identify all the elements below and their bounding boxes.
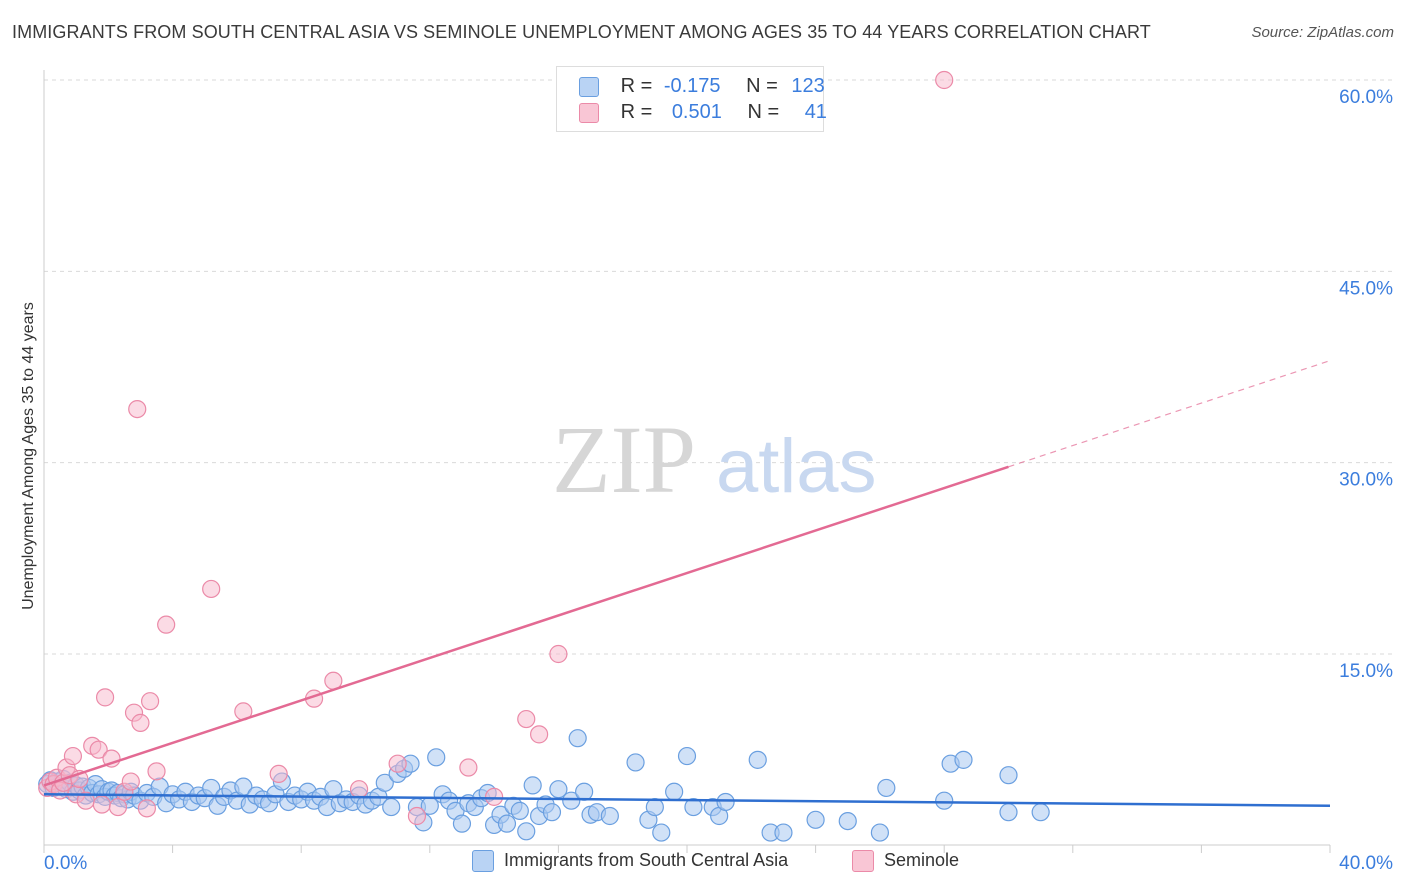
legend-swatch-blue [579, 76, 599, 97]
data-point-seminole [131, 713, 150, 732]
watermark-atlas: atlas [716, 424, 877, 509]
legend-row-seminole: R = 0.501 N = 41 [579, 101, 827, 127]
data-point-seminole [121, 772, 140, 791]
data-point-immigrants [935, 791, 954, 810]
tick-labels: 15.0% 30.0% 45.0% 60.0% 0.0% 40.0% [44, 87, 1393, 874]
legend-n-value: 123 [791, 75, 825, 97]
data-point-immigrants [427, 748, 446, 767]
data-point-seminole [349, 780, 369, 799]
trend-line-seminole [43, 465, 1009, 787]
data-point-seminole [92, 795, 111, 814]
data-point-seminole [140, 692, 160, 711]
series-immigrants-points [38, 729, 1050, 842]
legend-r-value: 0.501 [671, 101, 722, 123]
data-point-immigrants [652, 823, 671, 842]
data-point-immigrants [684, 797, 703, 817]
data-point-immigrants [600, 806, 619, 826]
data-point-immigrants [1031, 803, 1050, 822]
trend-line-seminole-extension [1008, 360, 1331, 468]
data-point-immigrants [497, 814, 517, 833]
watermark: ZIP atlas [552, 406, 877, 513]
data-point-immigrants [568, 729, 587, 748]
trend-lines [43, 360, 1331, 808]
data-point-seminole [269, 764, 288, 784]
data-point-seminole [95, 688, 115, 707]
data-point-immigrants [375, 773, 394, 792]
trend-line-immigrants [43, 793, 1331, 808]
data-point-seminole [202, 579, 221, 599]
data-point-immigrants [716, 792, 735, 812]
data-point-immigrants [452, 814, 472, 833]
data-point-seminole [549, 644, 568, 664]
y-tick-label: 30.0% [1339, 470, 1393, 491]
bottom-legend-swatch-pink [852, 850, 874, 873]
data-point-seminole [108, 797, 128, 817]
chart-title: IMMIGRANTS FROM SOUTH CENTRAL ASIA VS SE… [12, 22, 1151, 42]
data-point-immigrants [677, 746, 697, 766]
legend-n-value: 41 [804, 101, 827, 123]
data-point-immigrants [870, 823, 890, 842]
data-point-seminole [157, 615, 176, 634]
y-tick-label: 45.0% [1339, 278, 1393, 299]
legend-swatch-pink [579, 102, 599, 123]
data-point-seminole [388, 754, 407, 773]
data-point-immigrants [382, 797, 401, 817]
data-point-seminole [63, 746, 83, 766]
data-point-immigrants [523, 776, 542, 795]
data-point-immigrants [626, 753, 645, 772]
data-point-seminole [137, 799, 156, 818]
legend-n-label: N = [746, 75, 778, 97]
data-point-immigrants [748, 750, 767, 769]
data-point-immigrants [877, 778, 896, 798]
data-point-seminole [935, 70, 954, 90]
bottom-legend-swatch-blue [472, 850, 494, 873]
data-point-seminole [89, 740, 108, 759]
legend-r-label: R = [620, 75, 653, 97]
data-point-seminole [407, 806, 427, 826]
legend-r-value: -0.175 [663, 75, 721, 97]
data-point-immigrants [954, 750, 973, 769]
data-point-immigrants [510, 801, 529, 820]
bottom-legend-immigrants: Immigrants from South Central Asia [472, 850, 789, 873]
data-point-immigrants [999, 766, 1018, 785]
legend-row-immigrants: R = -0.175 N = 123 [579, 75, 825, 101]
data-point-immigrants [806, 810, 825, 829]
y-tick-label: 15.0% [1339, 661, 1393, 682]
data-point-immigrants [838, 811, 857, 831]
data-point-immigrants [575, 782, 594, 801]
source-label: Source: ZipAtlas.com [1251, 24, 1394, 41]
legend-n-label: N = [747, 101, 780, 123]
watermark-zip: ZIP [552, 406, 696, 513]
data-point-seminole [530, 725, 549, 744]
correlation-legend: R = -0.175 N = 123 R = 0.501 N = 41 [556, 66, 827, 132]
data-point-seminole [459, 758, 478, 777]
axes [43, 70, 1331, 853]
data-point-immigrants [665, 782, 684, 801]
data-point-immigrants [999, 803, 1018, 822]
bottom-legend-seminole: Seminole [852, 850, 960, 873]
y-axis-label: Unemployment Among Ages 35 to 44 years [20, 302, 37, 610]
grid-lines [44, 79, 1392, 655]
bottom-legend-label: Immigrants from South Central Asia [504, 850, 789, 870]
bottom-legend-label: Seminole [884, 850, 960, 870]
data-point-seminole [517, 709, 536, 729]
x-tick-label: 0.0% [44, 853, 87, 874]
data-point-immigrants [645, 797, 664, 817]
x-tick-label: 40.0% [1339, 853, 1393, 874]
data-point-seminole [485, 787, 504, 806]
data-point-seminole [128, 399, 147, 419]
data-point-immigrants [562, 791, 581, 810]
data-point-immigrants [774, 823, 793, 842]
y-tick-label: 60.0% [1339, 87, 1393, 108]
legend-r-label: R = [620, 101, 653, 123]
data-point-immigrants [517, 822, 536, 841]
data-point-seminole [147, 762, 166, 781]
data-point-immigrants [542, 803, 562, 822]
series-seminole-points [38, 70, 954, 826]
